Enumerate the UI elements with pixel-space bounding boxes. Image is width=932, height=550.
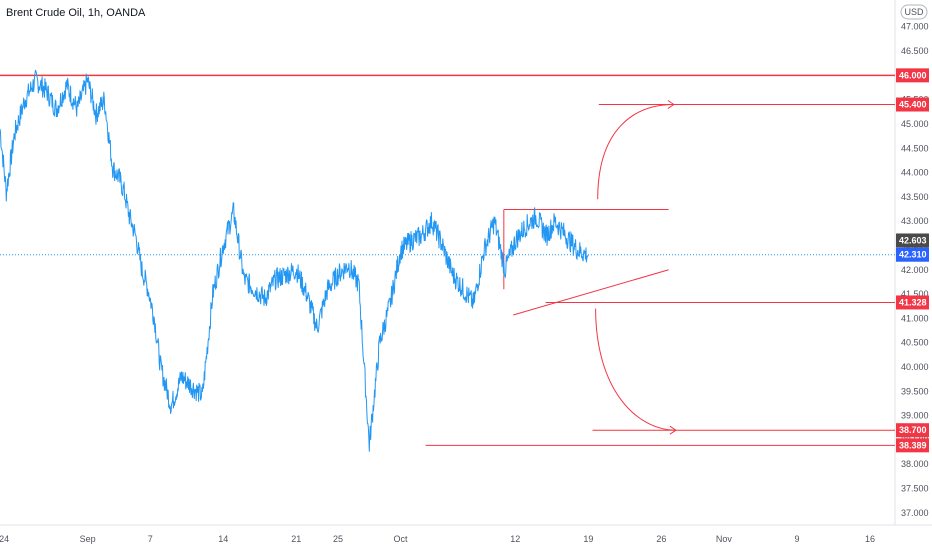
x-tick-label: Sep — [80, 534, 96, 544]
currency-label[interactable]: USD — [904, 7, 924, 17]
level-price-tag: 46.000 — [899, 70, 927, 80]
level-price-tag-bg — [896, 97, 929, 112]
level-price-tag-bg — [896, 68, 929, 83]
last-price-tag: 42.603 — [899, 235, 927, 245]
y-tick-label: 46.500 — [901, 46, 929, 56]
y-tick-label: 39.000 — [901, 411, 929, 421]
y-tick-label: 40.000 — [901, 362, 929, 372]
time-axis[interactable]: 24 Sep 7 14 21 25 Oct 12 19 26 Nov 9 16 — [0, 534, 875, 544]
y-tick-label: 40.500 — [901, 338, 929, 348]
y-tick-label: 42.000 — [901, 265, 929, 275]
bearish-arrowhead — [669, 425, 677, 435]
y-tick-label: 45.000 — [901, 119, 929, 129]
x-tick-label: Oct — [394, 534, 409, 544]
x-tick-label: 21 — [291, 534, 301, 544]
y-tick-label: 39.500 — [901, 386, 929, 396]
level-price-tag-bg — [896, 423, 929, 438]
level-price-tag: 45.400 — [899, 100, 927, 110]
y-tick-label: 37.000 — [901, 508, 929, 518]
level-price-tag: 38.389 — [899, 440, 927, 450]
y-tick-label: 37.500 — [901, 484, 929, 494]
x-tick-label: 25 — [333, 534, 343, 544]
y-tick-label: 38.000 — [901, 459, 929, 469]
level-price-tag: 38.700 — [899, 425, 927, 435]
y-tick-label: 41.500 — [901, 289, 929, 299]
y-tick-label: 44.000 — [901, 168, 929, 178]
current-price-tag: 42.310 — [899, 250, 927, 260]
x-tick-label: 9 — [794, 534, 799, 544]
bullish-arrowhead — [667, 100, 675, 109]
y-tick-label: 43.500 — [901, 192, 929, 202]
currency-button[interactable] — [900, 4, 928, 20]
x-tick-label: 14 — [218, 534, 228, 544]
chart-title: Brent Crude Oil, 1h, OANDA — [6, 7, 146, 19]
level-price-tag-bg — [896, 438, 929, 453]
price-tags: 46.000 45.400 41.328 38.700 38.389 42.603 42.3… — [896, 68, 929, 453]
x-tick-label: 12 — [510, 534, 520, 544]
bearish-arrow — [595, 308, 676, 431]
y-tick-label: 44.500 — [901, 143, 929, 153]
y-tick-label: 43.000 — [901, 216, 929, 226]
y-tick-label: 47.000 — [901, 22, 929, 32]
x-tick-label: 7 — [148, 534, 153, 544]
level-price-tag-bg — [896, 295, 929, 310]
drawings-layer[interactable] — [0, 74, 895, 446]
x-tick-label: 16 — [865, 534, 875, 544]
x-tick-label: 19 — [583, 534, 593, 544]
last-price-tag-bg — [896, 233, 929, 248]
bullish-arrow — [597, 104, 674, 200]
x-tick-label: 24 — [0, 534, 9, 544]
x-tick-label: Nov — [716, 534, 733, 544]
x-tick-label: 26 — [656, 534, 666, 544]
current-price-tag-bg — [896, 247, 929, 262]
price-series-line — [0, 69, 589, 452]
y-tick-label: 41.000 — [901, 313, 929, 323]
triangle-bottom-line — [513, 269, 669, 316]
level-price-tag: 41.328 — [899, 297, 927, 307]
